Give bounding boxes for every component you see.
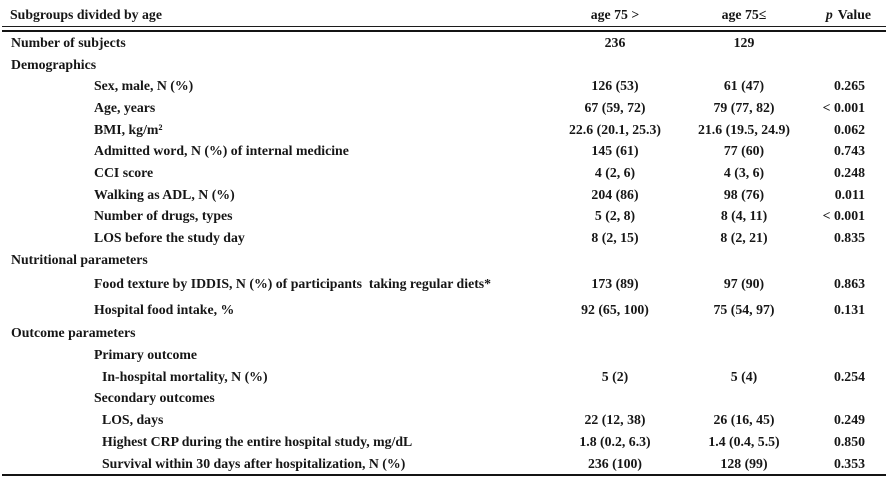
table-row: Primary outcome — [0, 344, 889, 366]
table-row: LOS before the study day 8 (2, 15) 8 (2, 2… — [0, 227, 889, 249]
p-value: 0.254 — [833, 368, 865, 384]
header-age-over-75: age 75 > — [590, 6, 640, 22]
table-row: LOS, days 22 (12, 38) 26 (16, 45) 0.249 — [0, 409, 889, 431]
table-bottom-border — [2, 474, 886, 477]
value-age-over-75: 126 (53) — [591, 78, 639, 94]
value-age-over-75: 22 (12, 38) — [584, 412, 646, 428]
table-row: Food texture by IDDIS, N (%) of particip… — [0, 271, 889, 297]
row-label: Outcome parameters — [11, 325, 136, 341]
row-label: BMI, kg/m² — [94, 121, 163, 137]
value-age-over-75: 92 (65, 100) — [581, 301, 649, 317]
row-label: In-hospital mortality, N (%) — [102, 368, 268, 384]
value-age-75-or-less: 26 (16, 45) — [713, 412, 775, 428]
table-row: BMI, kg/m² 22.6 (20.1, 25.3) 21.6 (19.5, 2… — [0, 119, 889, 141]
p-value-italic-p: p — [825, 6, 833, 22]
value-age-over-75: 173 (89) — [591, 275, 639, 291]
value-age-75-or-less: 98 (76) — [723, 186, 765, 202]
value-age-75-or-less: 8 (4, 11) — [720, 208, 768, 224]
value-age-75-or-less: 128 (99) — [720, 455, 768, 471]
row-label: Hospital food intake, % — [94, 301, 235, 317]
p-value-word: Value — [837, 6, 871, 22]
value-age-over-75: 204 (86) — [591, 186, 639, 202]
value-age-75-or-less: 1.4 (0.4, 5.5) — [708, 433, 780, 449]
value-age-over-75: 8 (2, 15) — [591, 230, 639, 246]
row-label: LOS, days — [102, 412, 164, 428]
value-age-over-75: 22.6 (20.1, 25.3) — [569, 121, 661, 137]
p-value: 0.353 — [833, 455, 865, 471]
table-row: In-hospital mortality, N (%) 5 (2) 5 (4) 0.… — [0, 366, 889, 388]
p-value: 0.863 — [833, 275, 865, 291]
value-age-75-or-less: 97 (90) — [723, 275, 765, 291]
p-value: 0.835 — [833, 230, 865, 246]
p-value: 0.248 — [833, 164, 865, 180]
row-label: Number of subjects — [11, 34, 126, 50]
row-label: Number of drugs, types — [94, 208, 233, 224]
value-age-over-75: 5 (2, 8) — [594, 208, 636, 224]
value-age-over-75: 5 (2) — [601, 368, 629, 384]
p-value: < 0.001 — [822, 99, 865, 115]
value-age-over-75: 145 (61) — [591, 143, 639, 159]
table-row: Secondary outcomes — [0, 388, 889, 410]
value-age-75-or-less: 129 — [733, 34, 755, 50]
p-value: 0.062 — [833, 121, 865, 137]
table-body: Number of subjects 236 129 Demographics Sex,… — [0, 32, 889, 474]
table-row: Nutritional parameters — [0, 249, 889, 271]
header-divider-rule — [2, 26, 886, 32]
header-p-value: p Value — [798, 7, 889, 23]
row-label: Nutritional parameters — [11, 251, 148, 267]
p-value: 0.743 — [833, 143, 865, 159]
row-label: Sex, male, N (%) — [94, 78, 194, 94]
table-row: Number of subjects 236 129 — [0, 32, 889, 54]
table-row: Outcome parameters — [0, 323, 889, 345]
value-age-75-or-less: 75 (54, 97) — [713, 301, 775, 317]
table-row: Number of drugs, types 5 (2, 8) 8 (4, 11) <… — [0, 206, 889, 228]
value-age-75-or-less: 61 (47) — [723, 78, 765, 94]
table-row: Demographics — [0, 54, 889, 76]
table-row: Age, years 67 (59, 72) 79 (77, 82) < 0.001 — [0, 97, 889, 119]
table-row: Survival within 30 days after hospitaliz… — [0, 453, 889, 475]
row-label: LOS before the study day — [94, 230, 245, 246]
header-divider-thick-line — [2, 30, 886, 32]
table-row: Highest CRP during the entire hospital s… — [0, 431, 889, 453]
p-value: 0.265 — [833, 78, 865, 94]
row-label: Demographics — [11, 56, 97, 72]
row-label: Food texture by IDDIS, N (%) of particip… — [94, 275, 492, 291]
p-value: 0.131 — [833, 301, 865, 317]
p-value: < 0.001 — [822, 208, 865, 224]
value-age-over-75: 1.8 (0.2, 6.3) — [579, 433, 651, 449]
header-subgroups-label: Subgroups divided by age — [10, 6, 162, 22]
row-label: Secondary outcomes — [94, 390, 215, 406]
header-divider-thin-line — [2, 26, 886, 27]
table-row: Sex, male, N (%) 126 (53) 61 (47) 0.265 — [0, 75, 889, 97]
value-age-75-or-less: 8 (2, 21) — [720, 230, 768, 246]
header-age-75-or-less: age 75≤ — [721, 6, 767, 22]
table-header-row: Subgroups divided by age age 75 > age 75… — [0, 3, 889, 26]
row-label: Walking as ADL, N (%) — [94, 186, 235, 202]
p-value: 0.011 — [834, 186, 865, 202]
value-age-75-or-less: 77 (60) — [723, 143, 765, 159]
value-age-over-75: 236 (100) — [587, 455, 643, 471]
value-age-over-75: 67 (59, 72) — [584, 99, 646, 115]
value-age-75-or-less: 5 (4) — [730, 368, 758, 384]
row-label: CCI score — [94, 164, 154, 180]
row-label: Age, years — [94, 99, 156, 115]
table-row: Walking as ADL, N (%) 204 (86) 98 (76) 0.01… — [0, 184, 889, 206]
value-age-over-75: 4 (2, 6) — [594, 164, 636, 180]
p-value: 0.249 — [833, 412, 865, 428]
table-row: Hospital food intake, % 92 (65, 100) 75 (5… — [0, 297, 889, 323]
value-age-75-or-less: 4 (3, 6) — [723, 164, 765, 180]
table-row: CCI score 4 (2, 6) 4 (3, 6) 0.248 — [0, 162, 889, 184]
value-age-75-or-less: 79 (77, 82) — [713, 99, 775, 115]
row-label: Admitted word, N (%) of internal medicin… — [94, 143, 349, 159]
row-label: Primary outcome — [94, 347, 198, 363]
p-value: 0.850 — [833, 433, 865, 449]
value-age-75-or-less: 21.6 (19.5, 24.9) — [698, 121, 790, 137]
row-label: Survival within 30 days after hospitaliz… — [102, 455, 406, 471]
table-row: Admitted word, N (%) of internal medicin… — [0, 140, 889, 162]
value-age-over-75: 236 — [604, 34, 626, 50]
row-label: Highest CRP during the entire hospital s… — [102, 433, 413, 449]
